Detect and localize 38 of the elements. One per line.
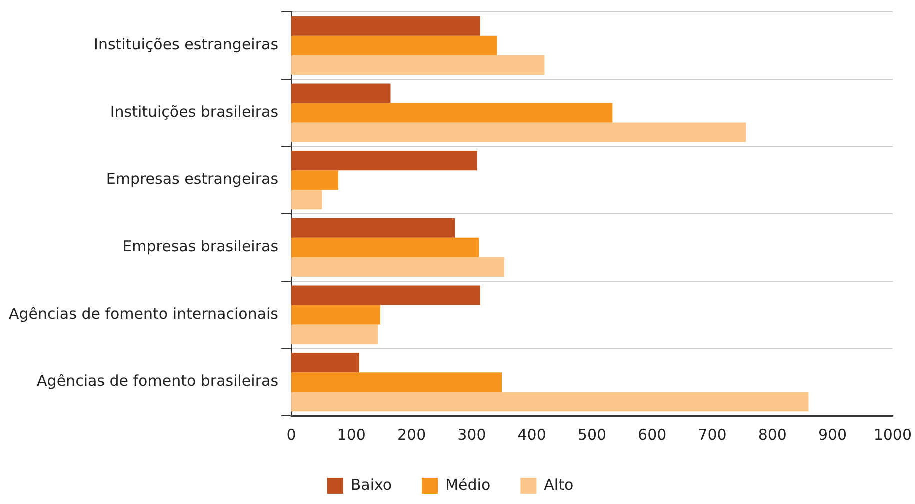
bar bbox=[292, 257, 504, 277]
bar bbox=[292, 55, 545, 75]
bar bbox=[292, 353, 360, 373]
x-tick-label: 900 bbox=[818, 426, 848, 444]
x-tick-label: 300 bbox=[458, 426, 486, 444]
bar bbox=[292, 170, 338, 190]
x-tick-label: 400 bbox=[518, 426, 546, 444]
bar bbox=[292, 305, 381, 325]
x-tick-label: 700 bbox=[698, 426, 727, 444]
y-tick-label: Empresas brasileiras bbox=[122, 238, 279, 256]
bar bbox=[292, 36, 498, 56]
x-tick-label: 200 bbox=[397, 426, 426, 444]
x-tick-label: 0 bbox=[286, 426, 296, 444]
legend-label: Baixo bbox=[350, 476, 392, 494]
bar bbox=[292, 103, 613, 123]
legend-label: Alto bbox=[544, 476, 574, 494]
bar bbox=[292, 122, 746, 142]
y-tick-label: Agências de fomento brasileiras bbox=[37, 372, 279, 390]
x-tick-label: 500 bbox=[578, 426, 607, 444]
bar bbox=[292, 372, 502, 392]
x-tick-label: 600 bbox=[638, 426, 667, 444]
y-tick-label: Agências de fomento internacionais bbox=[8, 304, 279, 323]
x-tick-label: 800 bbox=[758, 426, 787, 444]
legend-label: Médio bbox=[446, 476, 491, 494]
bar bbox=[292, 190, 322, 210]
bar bbox=[292, 392, 809, 412]
bar bbox=[292, 286, 480, 306]
bar bbox=[292, 151, 478, 171]
x-tick-label: 100 bbox=[337, 426, 366, 444]
y-tick-label: Instituições brasileiras bbox=[110, 102, 279, 121]
bar bbox=[292, 218, 456, 238]
x-tick-label: 1000 bbox=[874, 426, 912, 444]
bar bbox=[292, 238, 480, 258]
y-tick-label: Instituições estrangeiras bbox=[94, 36, 279, 54]
bar bbox=[292, 16, 480, 36]
bar bbox=[292, 84, 391, 104]
y-tick-label: Empresas estrangeiras bbox=[106, 170, 279, 188]
bar bbox=[292, 324, 378, 344]
